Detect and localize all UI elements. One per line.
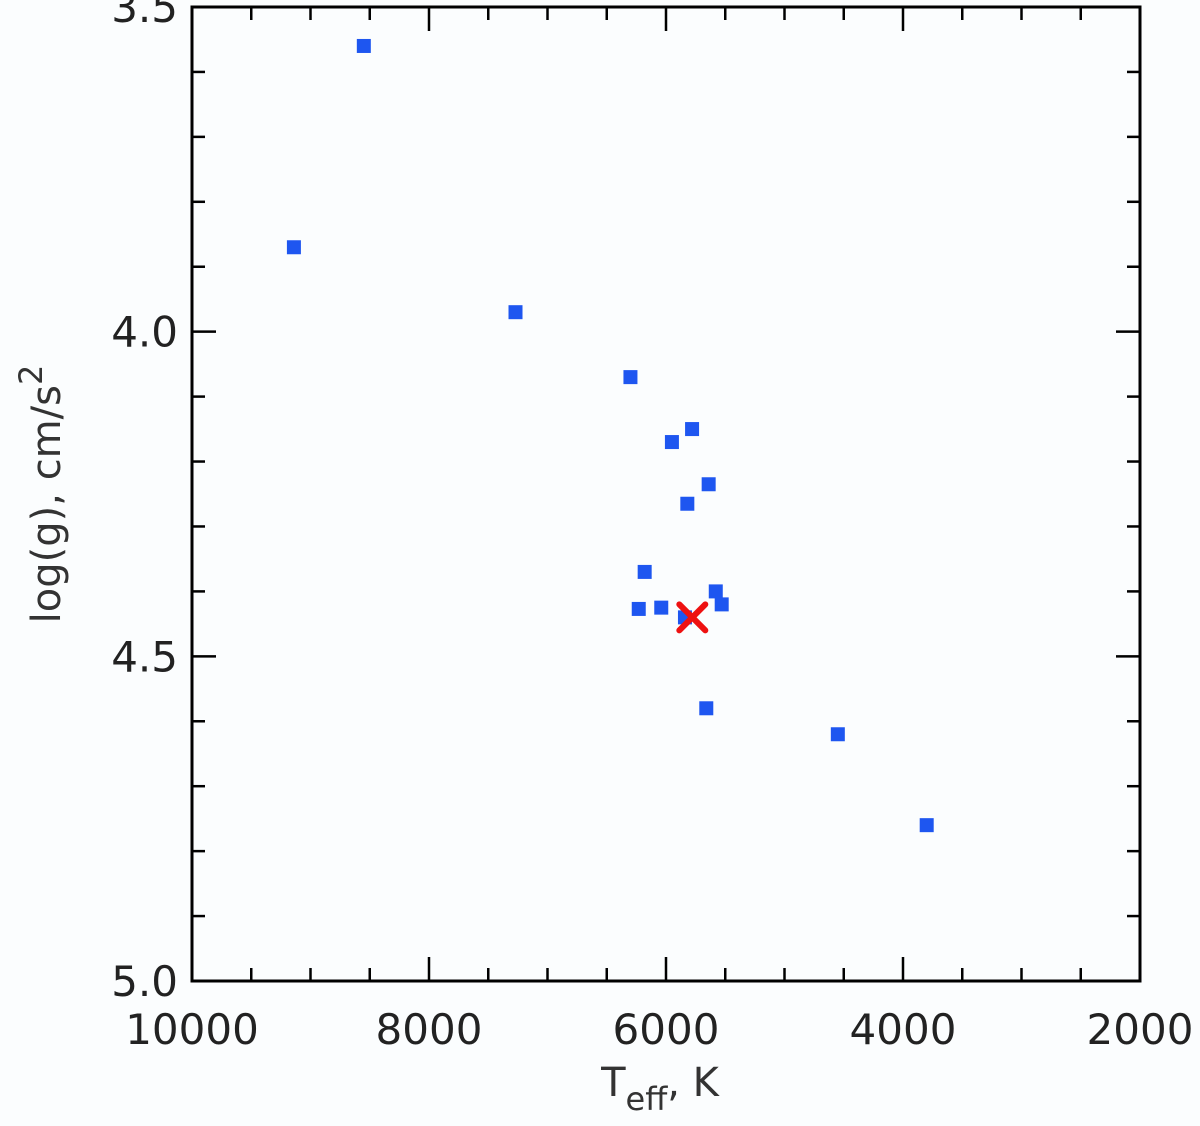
data-point-square <box>708 584 723 599</box>
y-tick-label: 5.0 <box>111 957 178 1006</box>
tick-labels: 10000 8000 6000 4000 2000 3.5 4.0 4.5 5.0 <box>111 0 1193 1054</box>
data-point-square <box>654 600 669 615</box>
data-point-square <box>919 818 934 833</box>
x-axis-label: Teff, K <box>600 1060 721 1118</box>
data-point-square <box>714 597 729 612</box>
data-point-square <box>830 727 845 742</box>
y-tick-label: 4.0 <box>111 308 178 357</box>
data-point-square <box>508 305 523 320</box>
data-point-square <box>701 477 716 492</box>
x-tick-label: 8000 <box>376 1005 483 1054</box>
data-point-x-marker <box>676 601 709 634</box>
data-point-square <box>286 240 301 255</box>
y-axis-label: log(g), cm/s2 <box>12 365 70 624</box>
y-tick-label: 4.5 <box>111 632 178 681</box>
data-point-square <box>680 496 695 511</box>
axis-ticks <box>190 5 1142 983</box>
x-tick-label: 2000 <box>1087 1005 1194 1054</box>
data-point-square <box>699 701 714 716</box>
x-tick-label: 10000 <box>125 1005 259 1054</box>
plot-frame <box>190 5 1142 983</box>
x-tick-label: 4000 <box>850 1005 957 1054</box>
data-point-square <box>664 435 679 450</box>
data-point-square <box>356 38 371 53</box>
y-tick-label: 3.5 <box>111 0 178 32</box>
data-point-square <box>623 370 638 385</box>
data-point-square <box>637 564 652 579</box>
x-tick-label: 6000 <box>613 1005 720 1054</box>
data-point-square <box>631 601 646 616</box>
data-point-square <box>685 422 700 437</box>
data-points <box>286 38 934 833</box>
